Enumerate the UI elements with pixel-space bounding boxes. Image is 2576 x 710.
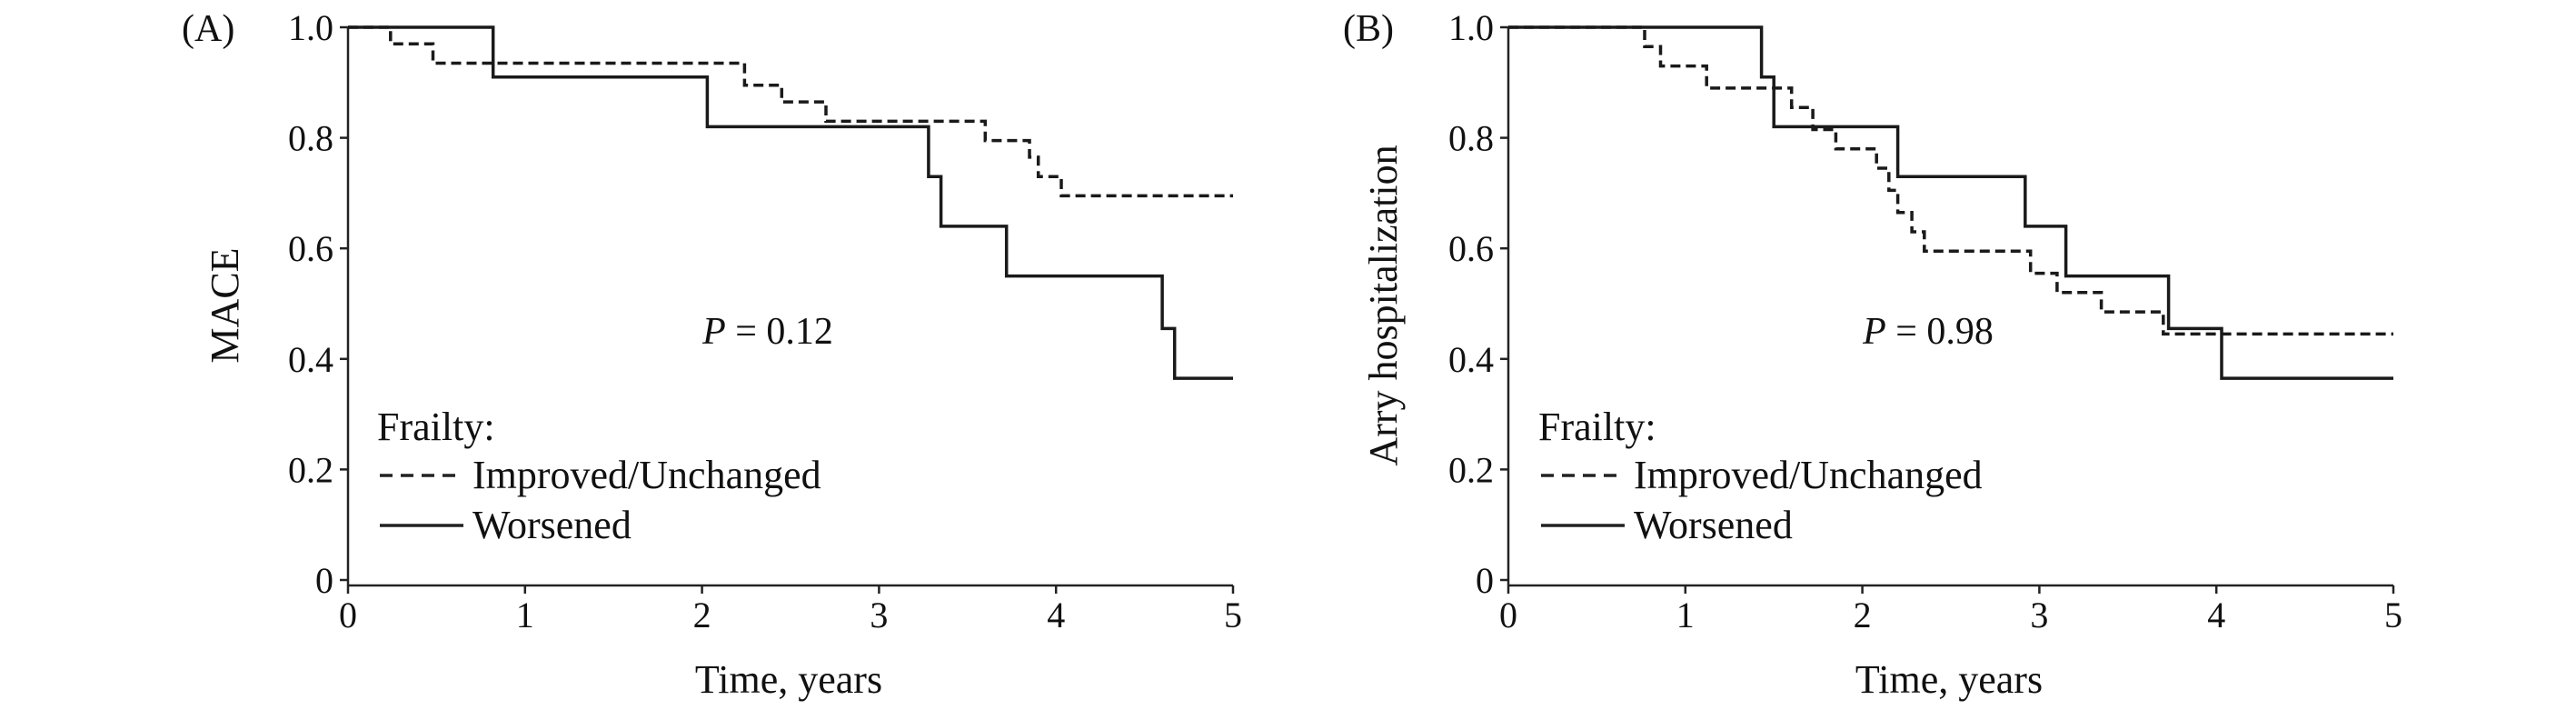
y-tick-label: 0.6 (288, 228, 333, 269)
axes: 0 0.2 0.4 0.6 0.8 1.0 0 1 2 3 4 5 (288, 7, 1242, 635)
curves (1508, 25, 2393, 380)
legend-title: Frailty: (377, 405, 495, 449)
y-tick-label: 0 (1476, 560, 1494, 601)
x-tick-label: 1 (1676, 595, 1695, 635)
p-value-annotation: P = 0.12 (701, 311, 833, 353)
y-tick-label: 0.8 (1448, 118, 1494, 159)
x-tick-label: 4 (2207, 595, 2225, 635)
p-value-letter: P (1862, 311, 1886, 353)
p-value-text: = 0.12 (726, 311, 833, 353)
p-value-text: = 0.98 (1886, 311, 1994, 353)
series-worsened-curve (348, 25, 1233, 380)
x-tick-label: 3 (870, 595, 888, 635)
legend: Frailty: Improved/Unchanged Worsened (377, 405, 821, 547)
x-tick-label: 4 (1047, 595, 1065, 635)
y-tick-label: 0.4 (288, 339, 333, 380)
legend-label-worsened: Worsened (1634, 503, 1793, 547)
legend-title: Frailty: (1538, 405, 1656, 449)
legend-label-improved: Improved/Unchanged (472, 453, 821, 497)
y-tick-label: 0.2 (288, 449, 333, 490)
x-tick-label: 0 (1499, 595, 1517, 635)
curves (348, 25, 1233, 380)
x-tick-label: 0 (339, 595, 357, 635)
axes: 0 0.2 0.4 0.6 0.8 1.0 0 1 2 3 4 5 (1448, 7, 2402, 635)
x-tick-label: 3 (2030, 595, 2048, 635)
series-improved-unchanged-curve (1508, 25, 2393, 336)
y-axis-label: Arry hospitalization (1361, 145, 1406, 465)
y-tick-label: 0.6 (1448, 228, 1494, 269)
y-tick-label: 0.2 (1448, 449, 1494, 490)
x-tick-label: 5 (2384, 595, 2402, 635)
series-worsened-curve (1508, 25, 2393, 380)
y-axis-label: MACE (203, 247, 247, 363)
legend-label-improved: Improved/Unchanged (1634, 453, 1983, 497)
y-tick-label: 0.4 (1448, 339, 1494, 380)
y-tick-label: 0 (315, 560, 333, 601)
panel-label: (A) (182, 8, 234, 50)
x-tick-label: 5 (1224, 595, 1242, 635)
p-value-annotation: P = 0.98 (1862, 311, 1994, 353)
panel-a: (A) MACE Time, years P = 0.12 Frailty: I… (182, 7, 1242, 702)
legend: Frailty: Improved/Unchanged Worsened (1538, 405, 1983, 547)
x-tick-label: 2 (1854, 595, 1872, 635)
y-tick-label: 1.0 (288, 7, 333, 48)
p-value-letter: P (701, 311, 726, 353)
x-tick-label: 2 (693, 595, 711, 635)
x-axis-label: Time, years (695, 657, 882, 702)
y-tick-label: 0.8 (288, 118, 333, 159)
y-tick-label: 1.0 (1448, 7, 1494, 48)
panel-b: (B) Arry hospitalization Time, years P =… (1343, 7, 2402, 702)
series-improved-unchanged-curve (348, 25, 1233, 198)
panel-label: (B) (1343, 8, 1394, 50)
legend-label-worsened: Worsened (472, 503, 632, 547)
x-axis-label: Time, years (1855, 657, 2043, 702)
x-tick-label: 1 (516, 595, 534, 635)
